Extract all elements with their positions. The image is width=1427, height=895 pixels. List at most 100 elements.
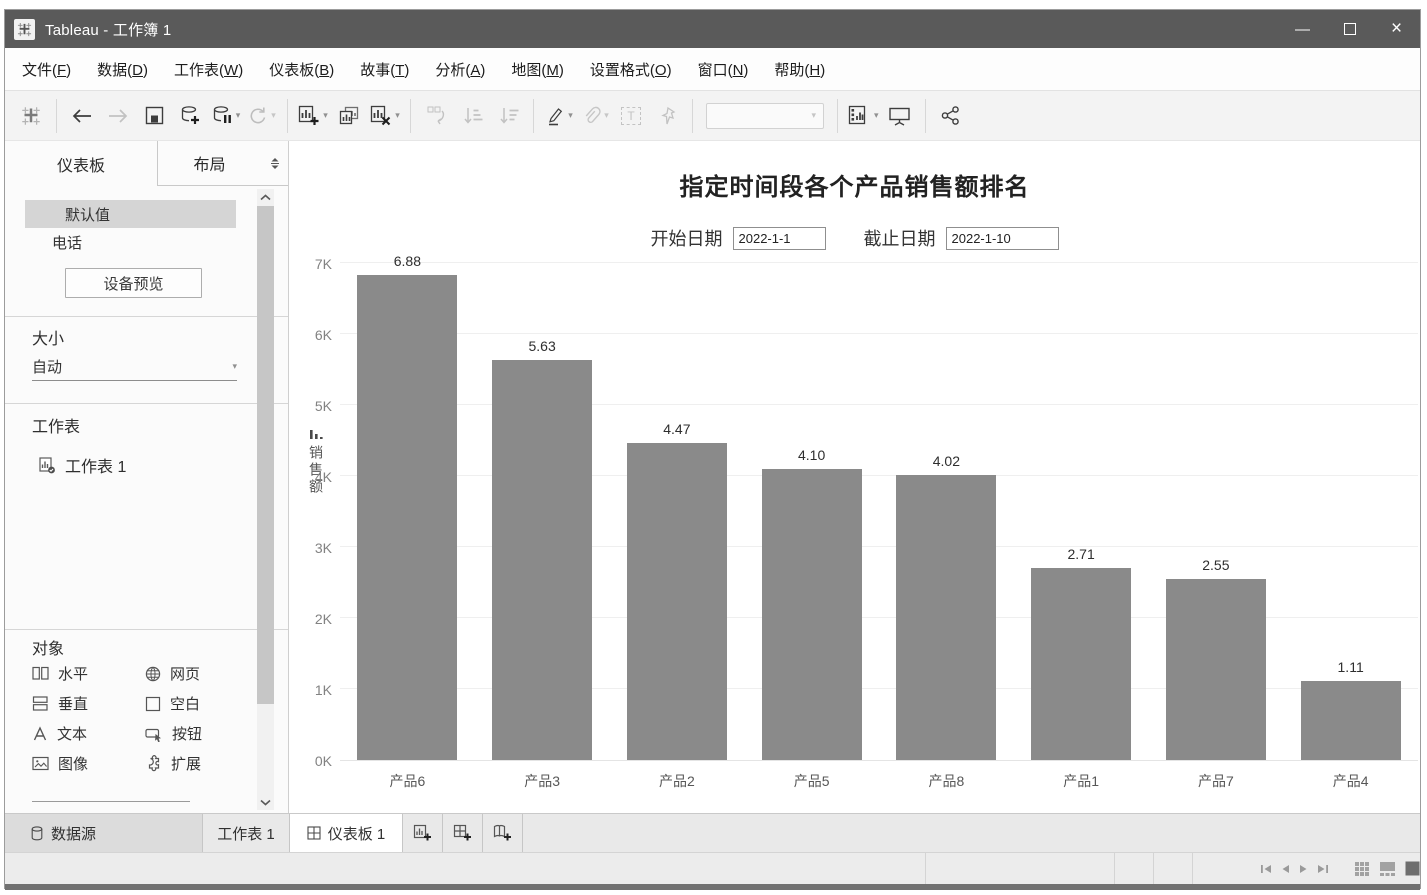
dropdown-caret[interactable]: ▾ (235, 110, 241, 120)
tab-worksheet-1[interactable]: 工作表 1 (203, 814, 290, 852)
duplicate-sheet-icon[interactable] (331, 97, 367, 135)
y-tick-label: 6K (314, 327, 332, 343)
new-worksheet-icon[interactable]: ▾ (295, 97, 331, 135)
new-story-button[interactable] (483, 814, 523, 852)
bar-产品4[interactable] (1300, 681, 1401, 760)
menu-d[interactable]: 数据(D) (97, 61, 149, 79)
menu-m[interactable]: 地图(M) (511, 61, 564, 79)
tab-layout[interactable]: 布局 (157, 141, 261, 186)
bar-产品1[interactable] (1031, 567, 1132, 760)
clear-sheet-icon[interactable]: ▾ (367, 97, 403, 135)
sort-icon[interactable] (309, 429, 323, 440)
bar-产品6[interactable] (357, 275, 458, 760)
scroll-up-icon[interactable] (257, 189, 274, 205)
new-dashboard-button[interactable] (443, 814, 483, 852)
object-label: 按钮 (172, 726, 203, 743)
highlight-icon[interactable]: ▾ (541, 97, 577, 135)
bar-产品2[interactable] (626, 442, 727, 760)
show-me-icon[interactable]: ▾ (845, 97, 882, 135)
x-tick-label: 产品6 (389, 773, 426, 789)
presentation-mode-icon[interactable] (882, 97, 918, 135)
pause-auto-updates-icon[interactable]: ▾ (208, 97, 244, 135)
object-horizontal[interactable]: 水平 (32, 663, 145, 684)
last-record-icon[interactable] (1317, 864, 1329, 874)
gridline (340, 688, 1418, 689)
object-image[interactable]: 图像 (32, 753, 145, 774)
menu-b[interactable]: 仪表板(B) (269, 61, 335, 79)
divider (5, 316, 288, 317)
y-tick-label: 4K (314, 469, 332, 485)
close-button[interactable]: × (1390, 18, 1403, 39)
dropdown-caret[interactable]: ▾ (323, 110, 328, 120)
undo-icon[interactable] (64, 97, 100, 135)
object-label: 网页 (170, 666, 201, 683)
status-divider (1192, 853, 1193, 884)
pane-collapse-icon[interactable] (261, 141, 288, 186)
device-phone-item[interactable]: 电话 (25, 228, 236, 256)
dropdown-caret[interactable]: ▾ (568, 110, 573, 120)
dropdown-caret[interactable]: ▾ (395, 110, 400, 120)
redo-icon[interactable] (100, 97, 136, 135)
object-button[interactable]: 按钮 (145, 723, 242, 744)
new-data-source-icon[interactable] (172, 97, 208, 135)
object-extension[interactable]: 扩展 (145, 753, 242, 774)
object-vertical[interactable]: 垂直 (32, 693, 145, 714)
filmstrip-view-icon[interactable] (1405, 861, 1420, 876)
menu-a[interactable]: 分析(A) (435, 61, 486, 79)
bar-产品5[interactable] (761, 468, 862, 760)
grid-view-icon[interactable] (1354, 861, 1370, 877)
toolbar-separator (287, 98, 288, 133)
next-record-icon[interactable] (1299, 864, 1308, 874)
previous-record-icon[interactable] (1281, 864, 1290, 874)
bar-产品8[interactable] (896, 474, 997, 760)
bar-value-label: 4.02 (932, 452, 960, 469)
objects-header: 对象 (32, 641, 65, 658)
maximize-button[interactable] (1326, 10, 1373, 48)
device-preview-button[interactable]: 设备预览 (65, 268, 202, 298)
tab-dashboard-1[interactable]: 仪表板 1 (290, 814, 403, 852)
start-date-input[interactable] (732, 226, 826, 250)
menu-o[interactable]: 设置格式(O) (589, 61, 672, 79)
data-source-tab[interactable]: 数据源 (5, 814, 203, 852)
menu-n[interactable]: 窗口(N) (697, 61, 749, 79)
dashboard-tab-icon (307, 826, 321, 840)
bar-cell: 6.88 (340, 253, 475, 760)
menu-f[interactable]: 文件(F) (22, 61, 72, 79)
menu-h[interactable]: 帮助(H) (774, 61, 826, 79)
tableau-window: Tableau - 工作簿 1 — × 文件(F) 数据(D) 工作表(W) 仪表板(… (4, 9, 1421, 890)
object-blank[interactable]: 空白 (145, 693, 242, 714)
object-text[interactable]: 文本 (32, 723, 145, 744)
device-default-item[interactable]: 默认值 (25, 200, 236, 228)
dropdown-caret: ▾ (271, 110, 276, 120)
tab-dashboard[interactable]: 仪表板 (56, 157, 105, 175)
object-webpage[interactable]: 网页 (145, 663, 242, 684)
new-worksheet-button[interactable] (403, 814, 443, 852)
worksheet-list-item[interactable]: 工作表 1 (39, 453, 126, 477)
menu-w[interactable]: 工作表(W) (174, 61, 244, 79)
menu-t[interactable]: 故事(T) (360, 61, 410, 79)
thumbnail-view-icon[interactable] (1379, 861, 1396, 877)
bar-产品7[interactable] (1165, 578, 1266, 760)
toolbar: ▾ ▾ ▾ ▾ ▾ (5, 90, 1420, 140)
gridline (340, 617, 1418, 618)
x-tick-label: 产品5 (793, 773, 830, 789)
y-axis[interactable]: 销售额 (305, 429, 327, 496)
window-title: Tableau - 工作簿 1 (45, 21, 172, 39)
scrollbar-thumb[interactable] (257, 206, 274, 704)
share-icon[interactable] (933, 97, 969, 135)
sidebar-scrollbar[interactable] (257, 189, 274, 810)
end-date-input[interactable] (945, 226, 1059, 250)
minimize-button[interactable]: — (1295, 20, 1310, 38)
y-tick-label: 1K (314, 682, 332, 698)
save-icon[interactable] (136, 97, 172, 135)
first-record-icon[interactable] (1260, 864, 1272, 874)
toolbar-separator (56, 98, 57, 133)
gridline (340, 262, 1418, 263)
bar-产品3[interactable] (492, 360, 593, 760)
dropdown-caret[interactable]: ▾ (874, 110, 879, 120)
size-dropdown[interactable]: 自动 ▾ (32, 353, 237, 381)
tableau-start-icon[interactable] (13, 97, 49, 135)
image-icon (32, 756, 49, 771)
scroll-down-icon[interactable] (257, 794, 274, 810)
group-members-icon: ▾ (577, 97, 613, 135)
